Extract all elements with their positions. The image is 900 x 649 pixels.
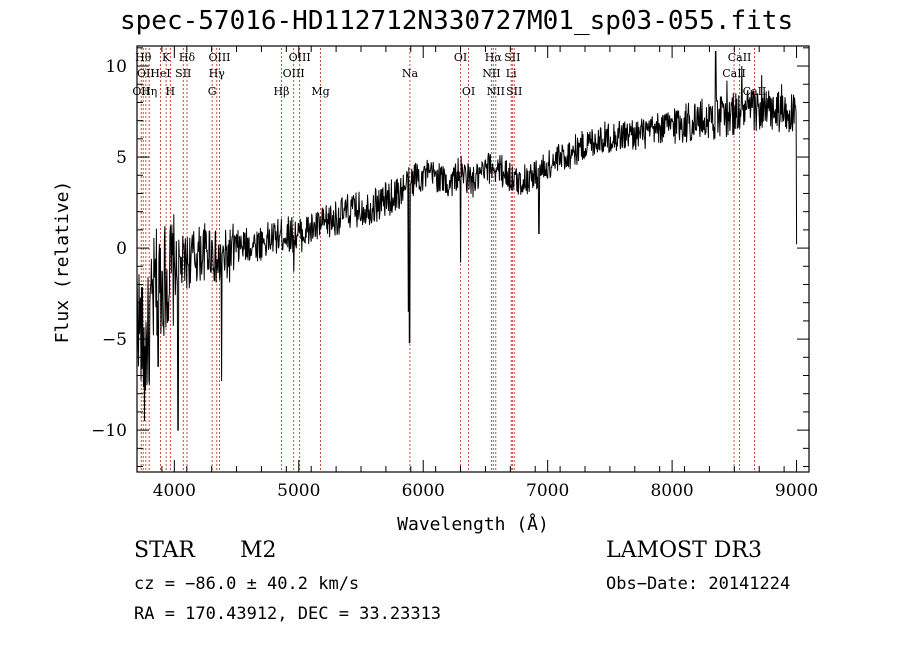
x-tick-label: 4000 bbox=[153, 481, 196, 501]
line-marker-label: Mg bbox=[311, 85, 329, 98]
line-marker-label: OIII bbox=[208, 51, 230, 64]
line-marker-label: OIII bbox=[283, 67, 305, 80]
object-class: STAR bbox=[134, 538, 195, 563]
line-marker-label: CaII bbox=[743, 85, 767, 98]
line-marker-label: Li bbox=[506, 67, 517, 80]
line-marker-label: G bbox=[208, 85, 217, 98]
line-marker-label: Hθ bbox=[135, 51, 152, 64]
line-marker-label: SII bbox=[506, 85, 522, 98]
line-marker-label: Hα bbox=[485, 51, 503, 64]
x-tick-label: 9000 bbox=[775, 481, 818, 501]
line-marker-label: Hδ bbox=[179, 51, 196, 64]
spectrum-line bbox=[136, 51, 798, 431]
chart-title: spec-57016-HD112712N330727M01_sp03-055.f… bbox=[120, 6, 794, 36]
line-marker-label: OIII bbox=[289, 51, 311, 64]
y-axis-label: Flux (relative) bbox=[52, 181, 73, 344]
line-marker-label: SII bbox=[504, 51, 520, 64]
line-marker-label: Na bbox=[402, 67, 419, 80]
y-tick-label: 0 bbox=[116, 239, 127, 259]
y-tick-label: −5 bbox=[102, 330, 127, 350]
object-subclass: M2 bbox=[240, 538, 277, 563]
x-axis-label: Wavelength (Å) bbox=[397, 513, 549, 535]
line-labels: OIIHθOIIHηHeIKHSIIHδGHγOIIIHβOIIIOIIIMgN… bbox=[132, 51, 766, 98]
line-marker-label: NII bbox=[487, 85, 505, 98]
line-marker-label: HeI bbox=[150, 67, 170, 80]
x-tick-label: 5000 bbox=[277, 481, 320, 501]
plot-frame bbox=[136, 45, 810, 473]
line-marker-label: H bbox=[166, 85, 176, 98]
observation-date: Obs−Date: 20141224 bbox=[606, 574, 791, 594]
y-axis: −10 −5 0 5 10 bbox=[91, 47, 809, 468]
line-marker-label: OI bbox=[454, 51, 467, 64]
x-tick-label: 7000 bbox=[526, 481, 569, 501]
y-tick-label: 10 bbox=[105, 57, 127, 77]
x-tick-label: 8000 bbox=[650, 481, 693, 501]
x-tick-label: 6000 bbox=[402, 481, 445, 501]
spectrum-series bbox=[136, 51, 798, 431]
survey-name: LAMOST DR3 bbox=[606, 538, 762, 563]
line-marker-label: CaII bbox=[728, 51, 752, 64]
line-marker-label: Hγ bbox=[209, 67, 226, 80]
y-tick-label: 5 bbox=[116, 148, 127, 168]
x-axis: 4000 5000 6000 7000 8000 9000 bbox=[136, 46, 818, 501]
ra-dec-coordinates: RA = 170.43912, DEC = 33.23313 bbox=[134, 604, 442, 624]
y-tick-label: −10 bbox=[91, 421, 127, 441]
line-marker-label: NII bbox=[482, 67, 500, 80]
line-marker-label: SII bbox=[175, 67, 191, 80]
line-marker-label: CaII bbox=[722, 67, 746, 80]
line-marker-label: K bbox=[162, 51, 171, 64]
line-marker-label: OII bbox=[137, 67, 155, 80]
line-marker-label: Hη bbox=[141, 85, 157, 98]
line-marker-label: OI bbox=[462, 85, 475, 98]
redshift-velocity: cz = −86.0 ± 40.2 km/s bbox=[134, 574, 360, 594]
line-marker-label: Hβ bbox=[274, 85, 290, 98]
line-markers bbox=[140, 48, 755, 472]
